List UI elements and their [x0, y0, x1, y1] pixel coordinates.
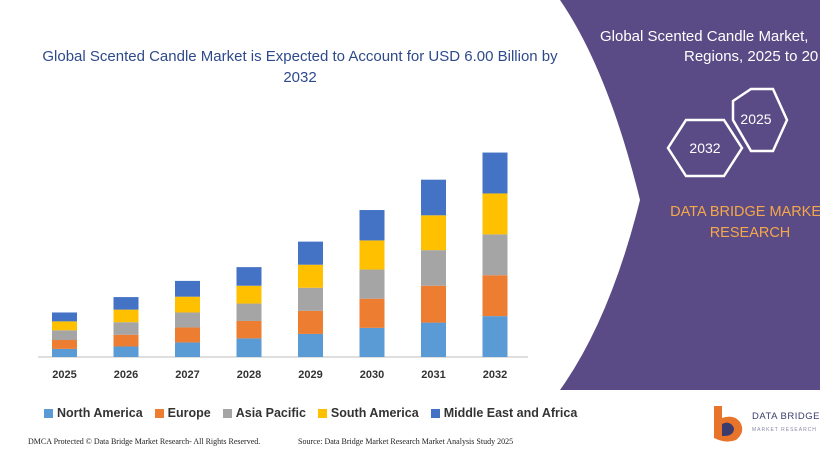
x-tick-label-2026: 2026 [114, 369, 138, 381]
legend-label: Middle East and Africa [443, 406, 578, 420]
legend-swatch [154, 408, 164, 418]
bar-segment-2028-south-america [236, 285, 262, 304]
x-tick-label-2028: 2028 [237, 369, 261, 381]
bar-segment-2030-north-america [359, 327, 385, 357]
bar-segment-2025-middle-east-and-africa [52, 312, 77, 322]
x-tick-label-2027: 2027 [175, 369, 199, 381]
bar-segment-2029-north-america [298, 333, 323, 357]
bar-segment-2029-middle-east-and-africa [298, 241, 323, 265]
legend-swatch [222, 408, 232, 418]
bar-segment-2029-asia-pacific [298, 287, 323, 311]
bar-segment-2028-north-america [236, 338, 262, 357]
bar-segment-2031-asia-pacific [421, 250, 446, 286]
bar-segment-2031-europe [421, 285, 446, 323]
logo-subtext: MARKET RESEARCH [752, 427, 817, 433]
bar-segment-2026-asia-pacific [113, 322, 139, 335]
bar-segment-2028-middle-east-and-africa [236, 267, 262, 286]
bar-segment-2032-south-america [482, 193, 508, 235]
legend-label: Europe [167, 406, 211, 420]
legend-label: South America [330, 406, 419, 420]
bar-segment-2026-middle-east-and-africa [113, 297, 139, 310]
legend-item-europe: Europe [154, 406, 211, 420]
bars-group [52, 152, 508, 357]
legend-swatch [317, 408, 327, 418]
bar-segment-2026-south-america [113, 309, 139, 323]
bar-segment-2029-south-america [298, 264, 323, 288]
bar-segment-2025-asia-pacific [52, 330, 77, 340]
bar-segment-2026-north-america [113, 346, 139, 357]
bar-segment-2027-europe [175, 327, 200, 343]
bar-segment-2030-asia-pacific [359, 269, 385, 299]
legend-item-north-america: North America [44, 406, 143, 420]
brand-name: DATA BRIDGE MARKET RESEARCH [670, 204, 820, 241]
x-tick-label-2030: 2030 [360, 369, 384, 381]
bar-segment-2032-north-america [482, 316, 508, 357]
bar-segment-2030-middle-east-and-africa [359, 210, 385, 241]
copyright-notice: DMCA Protected © Data Bridge Market Rese… [28, 437, 261, 446]
legend-label: Asia Pacific [235, 406, 306, 420]
bar-segment-2027-middle-east-and-africa [175, 280, 200, 297]
panel-title: Global Scented Candle Market, Regions, 2… [600, 27, 820, 67]
legend-swatch [44, 408, 53, 418]
bar-segment-2032-asia-pacific [482, 234, 508, 276]
bar-segment-2025-south-america [52, 321, 77, 331]
bar-segment-2025-europe [52, 339, 77, 349]
bar-segment-2025-north-america [52, 348, 77, 357]
bar-segment-2032-middle-east-and-africa [482, 152, 508, 194]
legend-item-asia-pacific: Asia Pacific [222, 406, 306, 420]
logo-text: DATA BRIDGE [752, 411, 820, 422]
legend-item-middle-east-and-africa: Middle East and Africa [430, 406, 578, 420]
x-tick-labels: 2025 2026 2027 2028 2029 2030 2031 2032 [52, 369, 507, 381]
x-tick-label-2031: 2031 [421, 369, 445, 381]
bar-segment-2029-europe [298, 310, 323, 334]
bar-segment-2027-asia-pacific [175, 312, 200, 328]
bar-segment-2031-middle-east-and-africa [421, 179, 446, 216]
chart-legend: North America Europe Asia Pacific South Ame… [44, 406, 577, 420]
bar-segment-2027-south-america [175, 296, 200, 313]
x-tick-label-2025: 2025 [52, 369, 76, 381]
panel-title-line1: Global Scented Candle Market, [600, 28, 809, 45]
bar-segment-2026-europe [113, 334, 139, 347]
legend-item-south-america: South America [317, 406, 419, 420]
bar-segment-2028-europe [236, 320, 262, 339]
bar-segment-2030-europe [359, 298, 385, 328]
chart-title: Global Scented Candle Market is Expected… [42, 48, 558, 86]
company-logo-icon [714, 406, 743, 442]
bar-segment-2031-north-america [421, 322, 446, 357]
source-note: Source: Data Bridge Market Research Mark… [298, 437, 514, 446]
bar-segment-2030-south-america [359, 240, 385, 270]
legend-label: North America [57, 406, 143, 420]
bar-segment-2028-asia-pacific [236, 303, 262, 321]
x-tick-label-2032: 2032 [483, 369, 507, 381]
x-tick-label-2029: 2029 [298, 369, 322, 381]
panel-title-line2: Regions, 2025 to 20 [684, 48, 819, 65]
bar-segment-2032-europe [482, 275, 508, 317]
bar-segment-2031-south-america [421, 215, 446, 251]
bar-segment-2027-north-america [175, 342, 200, 357]
legend-swatch [430, 408, 440, 418]
